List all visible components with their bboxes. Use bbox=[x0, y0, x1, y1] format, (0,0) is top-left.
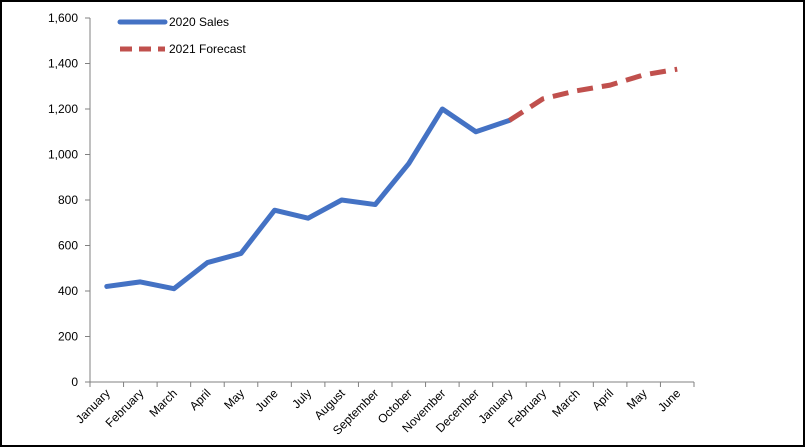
y-tick-label: 1,000 bbox=[48, 148, 78, 162]
y-tick-label: 400 bbox=[58, 284, 78, 298]
series-line-1 bbox=[508, 66, 678, 123]
y-tick-label: 1,200 bbox=[48, 102, 78, 116]
x-tick-label: June bbox=[252, 386, 281, 415]
legend-label-1: 2021 Forecast bbox=[169, 42, 246, 56]
y-tick-label: 1,600 bbox=[48, 11, 78, 25]
x-tick-label: June bbox=[655, 386, 684, 415]
y-tick-label: 0 bbox=[71, 375, 78, 389]
x-tick-label: April bbox=[187, 386, 214, 413]
x-tick-label: March bbox=[549, 386, 582, 419]
y-tick-label: 200 bbox=[58, 330, 78, 344]
x-tick-label: March bbox=[147, 386, 180, 419]
x-tick-label: July bbox=[289, 386, 314, 411]
y-tick-label: 600 bbox=[58, 239, 78, 253]
x-tick-label: April bbox=[589, 386, 616, 413]
y-tick-label: 800 bbox=[58, 193, 78, 207]
series-line-0 bbox=[104, 106, 512, 292]
x-tick-label: May bbox=[624, 386, 650, 412]
legend-label-0: 2020 Sales bbox=[169, 15, 229, 29]
y-tick-label: 1,400 bbox=[48, 57, 78, 71]
x-tick-label: May bbox=[221, 386, 247, 412]
